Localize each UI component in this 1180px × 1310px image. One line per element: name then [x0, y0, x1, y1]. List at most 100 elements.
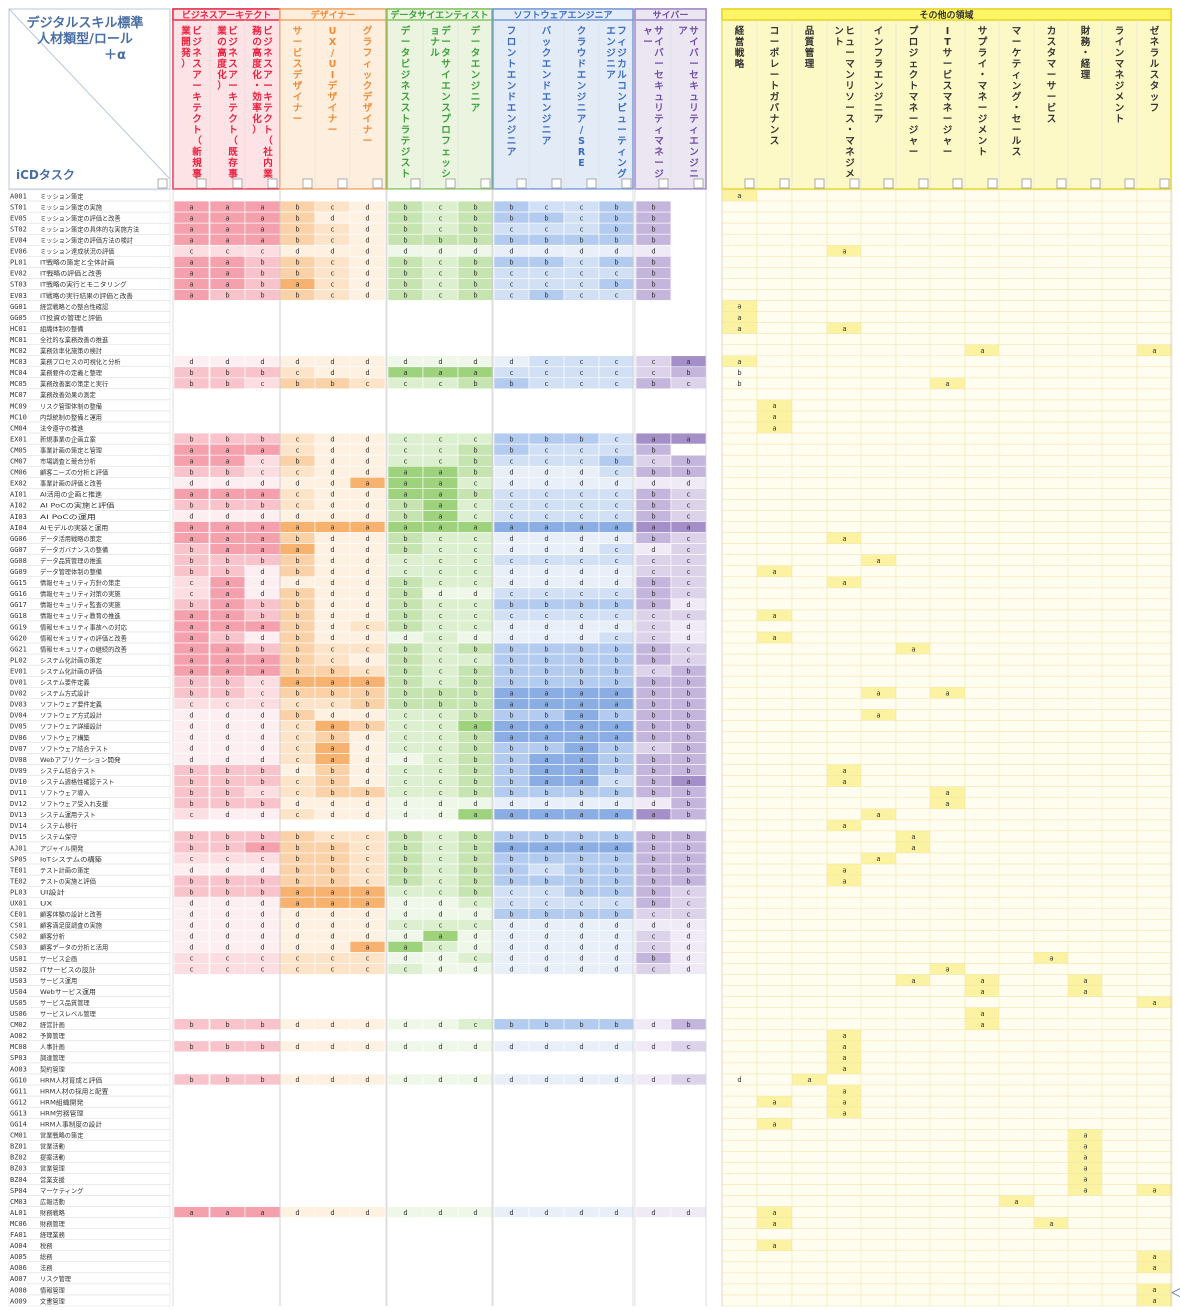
matrix-cell [173, 1294, 210, 1307]
matrix-cell [1101, 963, 1138, 975]
level-label: a [579, 745, 583, 753]
matrix-cell [173, 985, 210, 997]
matrix-cell [279, 189, 316, 202]
matrix-cell [964, 1140, 1001, 1152]
level-label: b [579, 678, 583, 686]
matrix-cell [826, 1250, 863, 1263]
level-label: a [1152, 1264, 1156, 1272]
level-label: b [614, 712, 618, 720]
matrix-cell [493, 399, 530, 412]
matrix-cell [998, 1040, 1035, 1053]
level-label: b [473, 689, 477, 697]
level-label: a [842, 535, 846, 543]
matrix-cell [279, 974, 316, 986]
side-collapse-marker[interactable]: ＜ [1170, 1286, 1180, 1300]
column-filter-button[interactable] [883, 178, 894, 189]
column-filter-button[interactable] [658, 178, 669, 189]
column-filter-button[interactable] [410, 178, 421, 189]
matrix-cell [422, 421, 459, 434]
matrix-cell [964, 1084, 1001, 1097]
matrix-cell [244, 1051, 281, 1064]
row-label-cell [8, 897, 171, 909]
column-filter-button[interactable] [621, 178, 632, 189]
level-label: a [945, 689, 949, 697]
level-label: d [544, 1043, 548, 1051]
matrix-cell [670, 322, 707, 334]
column-filter-button[interactable] [1159, 178, 1170, 189]
matrix-cell [721, 841, 758, 854]
matrix-cell [493, 1051, 530, 1064]
level-label: b [509, 214, 513, 222]
level-label: c [614, 446, 618, 454]
matrix-cell [1067, 1095, 1104, 1108]
column-filter-button[interactable] [952, 178, 963, 189]
column-filter-button[interactable] [1021, 178, 1032, 189]
level-label: c [579, 446, 583, 454]
level-label: d [260, 922, 264, 930]
column-filter-button[interactable] [814, 178, 825, 189]
column-filter-button[interactable] [445, 178, 456, 189]
matrix-cell [756, 963, 793, 975]
matrix-cell [721, 919, 758, 931]
task-filter-button[interactable] [157, 178, 168, 189]
column-filter-button[interactable] [480, 178, 491, 189]
matrix-cell [1136, 963, 1173, 975]
row-label-cell [8, 421, 171, 434]
matrix-cell [998, 432, 1035, 445]
column-filter-button[interactable] [987, 178, 998, 189]
column-filter-button[interactable] [267, 178, 278, 189]
column-filter-button[interactable] [196, 178, 207, 189]
matrix-cell [929, 1173, 966, 1185]
level-label: b [651, 446, 655, 454]
column-filter-button[interactable] [744, 178, 755, 189]
column-filter-button[interactable] [1056, 178, 1067, 189]
matrix-cell [173, 388, 210, 401]
matrix-cell [860, 1283, 897, 1296]
matrix-cell [1033, 941, 1070, 953]
matrix-cell [895, 1206, 932, 1218]
level-label: d [614, 1043, 618, 1051]
column-filter-button[interactable] [302, 178, 313, 189]
column-filter-button[interactable] [779, 178, 790, 189]
matrix-cell [1101, 554, 1138, 566]
column-filter-button[interactable] [1124, 178, 1135, 189]
row-label-cell [8, 1095, 171, 1108]
matrix-cell [528, 399, 565, 412]
task-name: 顧客データの分析と活用 [40, 943, 108, 952]
level-label: c [438, 579, 442, 587]
column-filter-button[interactable] [232, 178, 243, 189]
matrix-cell [998, 874, 1035, 887]
matrix-cell [1136, 642, 1173, 655]
matrix-cell [791, 245, 828, 257]
level-label: c [614, 778, 618, 786]
column-filter-button[interactable] [586, 178, 597, 189]
level-label: c [403, 380, 407, 388]
matrix-cell [670, 211, 707, 224]
level-label: c [579, 513, 583, 521]
matrix-cell [563, 189, 600, 202]
task-code: DV10 [10, 778, 27, 786]
level-label: a [438, 513, 442, 521]
column-filter-button[interactable] [849, 178, 860, 189]
column-filter-button[interactable] [693, 178, 704, 189]
level-label: b [614, 645, 618, 653]
matrix-cell [756, 1173, 793, 1185]
level-label: d [365, 236, 369, 244]
level-label: a [1083, 1131, 1087, 1139]
column-filter-button[interactable] [1090, 178, 1101, 189]
matrix-cell [721, 1084, 758, 1097]
matrix-cell [826, 731, 863, 743]
column-filter-button[interactable] [337, 178, 348, 189]
level-label: c [403, 446, 407, 454]
level-label: b [403, 866, 407, 874]
column-filter-button[interactable] [551, 178, 562, 189]
matrix-cell [860, 521, 897, 533]
level-label: a [260, 1209, 264, 1217]
level-label: b [614, 767, 618, 775]
column-filter-button[interactable] [918, 178, 929, 189]
task-code: PL02 [10, 656, 27, 664]
column-filter-button[interactable] [516, 178, 527, 189]
column-filter-button[interactable] [372, 178, 383, 189]
matrix-cell [826, 1239, 863, 1252]
matrix-cell [209, 1151, 246, 1163]
